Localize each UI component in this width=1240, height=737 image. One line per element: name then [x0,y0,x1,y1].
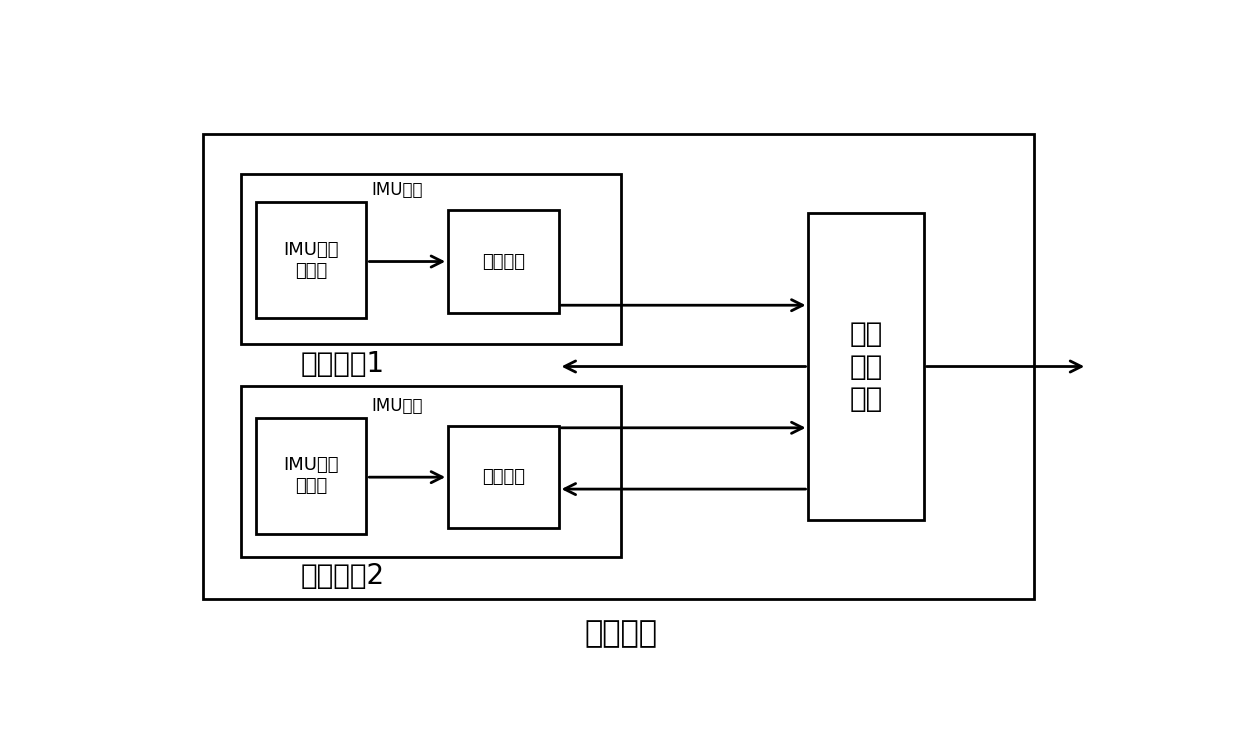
Text: 接口
控制
软件: 接口 控制 软件 [849,320,883,413]
Bar [448,426,558,528]
Text: IMU状态: IMU状态 [372,181,423,198]
Text: 导航软件: 导航软件 [482,253,525,270]
Text: IMU状态: IMU状态 [372,397,423,416]
Text: 惯导系统1: 惯导系统1 [300,349,384,377]
Text: IMU预处
理软件: IMU预处 理软件 [284,241,339,279]
Bar [242,174,621,343]
Text: 导航软件: 导航软件 [482,468,525,486]
Bar [242,386,621,556]
Bar [255,202,367,318]
Bar [203,134,1034,599]
Bar [448,211,558,312]
Text: 惯导系统2: 惯导系统2 [300,562,384,590]
Bar [255,418,367,534]
Text: IMU预处
理软件: IMU预处 理软件 [284,456,339,495]
Text: 局部基准: 局部基准 [584,619,657,648]
Bar [808,213,924,520]
